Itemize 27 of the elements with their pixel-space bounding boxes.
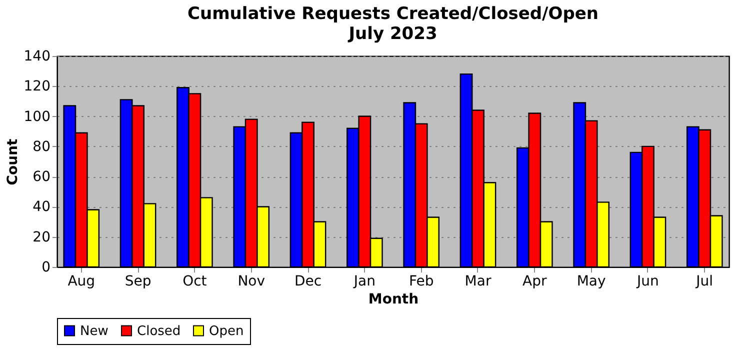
x-tick-label: Jan bbox=[352, 274, 376, 290]
y-tick-label: 100 bbox=[24, 108, 50, 125]
y-tick-label: 0 bbox=[42, 260, 50, 276]
x-tick-label: Sep bbox=[124, 274, 152, 290]
y-tick-label: 120 bbox=[24, 78, 50, 95]
x-tick-label: Feb bbox=[408, 274, 434, 290]
x-tick-label: May bbox=[576, 274, 606, 290]
y-axis-title: Count bbox=[4, 138, 21, 186]
y-tick-label: 40 bbox=[32, 199, 50, 216]
y-tick-label: 140 bbox=[24, 48, 50, 64]
x-tick-label: Nov bbox=[238, 274, 266, 290]
x-tick-label: Jul bbox=[695, 274, 714, 290]
legend-label: Open bbox=[209, 324, 244, 339]
x-tick-label: Dec bbox=[294, 274, 322, 290]
legend-label: New bbox=[80, 324, 109, 339]
x-axis-title: Month bbox=[368, 292, 419, 308]
legend-label: Closed bbox=[137, 324, 181, 339]
x-tick-label: Jun bbox=[636, 274, 659, 290]
x-tick-label: Apr bbox=[522, 274, 547, 290]
y-tick-label: 20 bbox=[32, 229, 50, 246]
chart-subtitle: July 2023 bbox=[348, 24, 438, 44]
y-tick-label: 60 bbox=[32, 169, 50, 186]
x-tick-label: Aug bbox=[68, 274, 96, 290]
x-tick-label: Mar bbox=[464, 274, 492, 290]
y-tick-label: 80 bbox=[32, 138, 50, 155]
x-tick-label: Oct bbox=[182, 274, 208, 290]
chart-title: Cumulative Requests Created/Closed/Open bbox=[187, 4, 599, 24]
